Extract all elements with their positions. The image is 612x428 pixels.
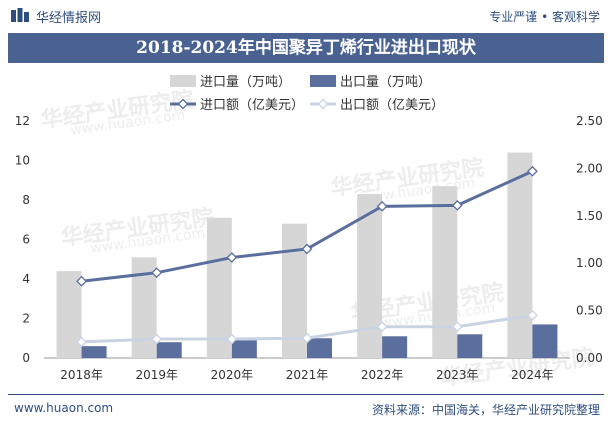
- import-value-point: [451, 199, 463, 211]
- import-value-point: [76, 275, 87, 287]
- export-volume-bar: [81, 346, 107, 358]
- x-tick-label: 2022年: [361, 368, 404, 382]
- import-volume-bar: [507, 152, 533, 358]
- export-volume-bar: [532, 324, 558, 358]
- x-tick-label: 2018年: [60, 368, 103, 382]
- import-value-point: [376, 200, 388, 212]
- x-tick-label: 2020年: [211, 368, 254, 382]
- legend-export-value-swatch-marker: [317, 98, 329, 110]
- legend-swatch-export-volume: [310, 75, 336, 87]
- y-right-tick-label: 2.00: [576, 161, 603, 175]
- legend-import-value-swatch-marker: [177, 98, 189, 110]
- y-left-tick-label: 10: [15, 154, 30, 168]
- legend-label: 进口额（亿美元）: [200, 98, 304, 113]
- y-left-tick-label: 0: [22, 351, 30, 365]
- export-value-point: [151, 333, 163, 345]
- export-value-point: [527, 309, 538, 321]
- export-volume-bar: [156, 342, 182, 358]
- y-right-tick-label: 1.00: [576, 256, 603, 270]
- y-right-tick-label: 1.50: [576, 209, 603, 223]
- legend-label: 出口量（万吨）: [340, 75, 431, 90]
- y-left-tick-label: 6: [22, 233, 30, 247]
- x-tick-label: 2021年: [286, 368, 329, 382]
- import-value-point: [301, 243, 313, 255]
- footer-site: www.huaon.com: [14, 401, 114, 415]
- x-tick-label: 2024年: [511, 368, 554, 382]
- brand-name: 华经情报网: [36, 11, 102, 26]
- export-value-point: [226, 333, 238, 345]
- y-left-tick-label: 2: [22, 312, 30, 326]
- x-tick-label: 2023年: [436, 368, 479, 382]
- y-right-tick-label: 2.50: [576, 114, 603, 128]
- brand-logo-icon: [11, 8, 29, 22]
- import-value-point: [151, 267, 163, 279]
- import-volume-bar: [282, 223, 307, 358]
- import-volume-bar: [56, 271, 82, 358]
- y-left-tick-label: 8: [22, 193, 30, 207]
- chart-title: 2018-2024年中国聚异丁烯行业进出口现状: [8, 33, 604, 63]
- legend-label: 出口额（亿美元）: [340, 98, 444, 113]
- export-volume-bar: [457, 334, 483, 358]
- import-volume-bar: [206, 217, 232, 358]
- import-value-point: [527, 165, 538, 177]
- footer-source: 资料来源：中国海关，华经产业研究院整理: [371, 403, 600, 417]
- export-volume-bar: [307, 338, 332, 358]
- y-left-tick-label: 12: [15, 114, 30, 128]
- y-left-tick-label: 4: [22, 272, 30, 286]
- legend-label: 进口量（万吨）: [200, 75, 291, 90]
- x-tick-label: 2019年: [135, 368, 178, 382]
- export-value-point: [376, 321, 388, 333]
- header-bar: 华经情报网 专业严谨 • 客观科学: [0, 0, 612, 32]
- brand-tagline: 专业严谨 • 客观科学: [489, 10, 600, 24]
- export-volume-bar: [382, 336, 408, 358]
- import-volume-bar: [432, 186, 458, 358]
- export-value-point: [76, 336, 87, 348]
- legend-swatch-import-volume: [170, 75, 196, 87]
- footer-divider: [8, 394, 604, 395]
- export-value-point: [451, 321, 463, 333]
- y-right-tick-label: 0.50: [576, 304, 603, 318]
- y-right-tick-label: 0.00: [576, 351, 603, 365]
- import-value-point: [226, 252, 238, 263]
- export-volume-bar: [231, 340, 257, 358]
- export-value-point: [301, 332, 313, 344]
